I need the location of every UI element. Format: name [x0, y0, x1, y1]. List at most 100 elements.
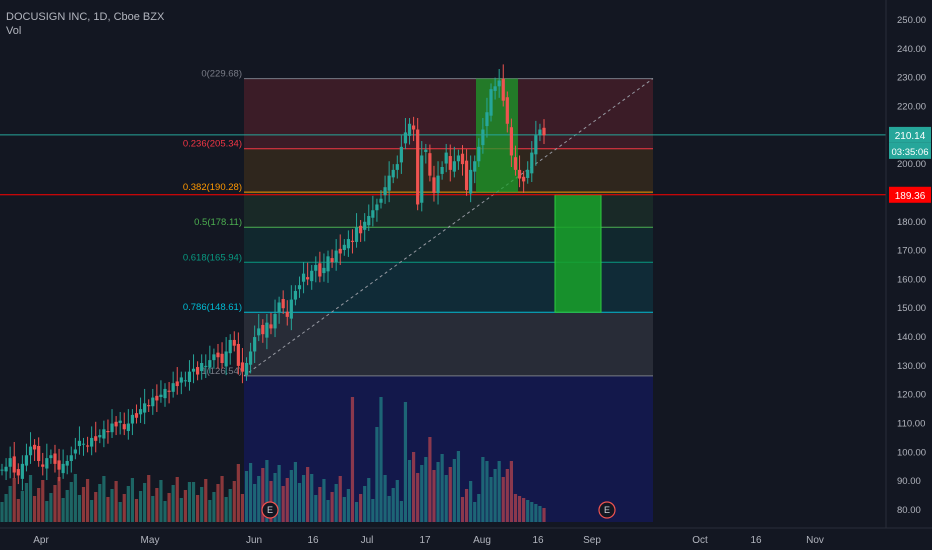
- candle-body[interactable]: [444, 152, 448, 164]
- candle-body[interactable]: [383, 187, 387, 196]
- candle-body[interactable]: [244, 363, 249, 376]
- candle-body[interactable]: [411, 125, 416, 130]
- candle-body[interactable]: [20, 463, 24, 479]
- candle-body[interactable]: [314, 265, 318, 271]
- candle-body[interactable]: [489, 89, 493, 116]
- candle-body[interactable]: [167, 390, 171, 392]
- candle-body[interactable]: [0, 469, 4, 471]
- earnings-marker[interactable]: [261, 501, 279, 519]
- candle-body[interactable]: [45, 458, 49, 469]
- candle-body[interactable]: [147, 405, 151, 407]
- candle-body[interactable]: [94, 436, 98, 441]
- candle-body[interactable]: [542, 127, 546, 136]
- candle-body[interactable]: [509, 127, 513, 156]
- candle-body[interactable]: [285, 311, 289, 317]
- candle-body[interactable]: [196, 367, 200, 375]
- candle-body[interactable]: [224, 351, 228, 367]
- candle-body[interactable]: [289, 299, 293, 319]
- candle-body[interactable]: [248, 351, 253, 365]
- candle-body[interactable]: [301, 273, 306, 282]
- candle-body[interactable]: [212, 354, 216, 361]
- candle-body[interactable]: [265, 322, 269, 338]
- candle-body[interactable]: [49, 455, 53, 459]
- candle-body[interactable]: [342, 244, 346, 251]
- candle-body[interactable]: [24, 455, 29, 466]
- candle-body[interactable]: [452, 161, 456, 172]
- candle-body[interactable]: [403, 132, 408, 144]
- candle-body[interactable]: [350, 240, 355, 242]
- candle-body[interactable]: [281, 299, 285, 309]
- candle-body[interactable]: [469, 169, 473, 194]
- candle-body[interactable]: [81, 443, 86, 445]
- candle-body[interactable]: [191, 368, 196, 372]
- candle-body[interactable]: [318, 263, 322, 277]
- candle-body[interactable]: [118, 420, 122, 423]
- earnings-marker[interactable]: [598, 501, 616, 519]
- candle-body[interactable]: [187, 371, 192, 383]
- candle-body[interactable]: [432, 177, 436, 193]
- candle-body[interactable]: [310, 270, 314, 282]
- candle-body[interactable]: [41, 464, 45, 467]
- candle-body[interactable]: [306, 277, 310, 280]
- candle-body[interactable]: [399, 146, 403, 163]
- candle-body[interactable]: [69, 455, 73, 461]
- candle-body[interactable]: [338, 248, 342, 254]
- candle-body[interactable]: [155, 395, 159, 401]
- candle-body[interactable]: [53, 453, 57, 464]
- candle-body[interactable]: [526, 169, 530, 178]
- candle-body[interactable]: [257, 328, 261, 336]
- candle-body[interactable]: [538, 129, 542, 136]
- candle-body[interactable]: [57, 460, 61, 470]
- candle-body[interactable]: [273, 314, 277, 329]
- candle-body[interactable]: [228, 339, 232, 354]
- candle-body[interactable]: [334, 250, 338, 263]
- candle-body[interactable]: [505, 97, 509, 124]
- candle-body[interactable]: [208, 360, 212, 368]
- candle-body[interactable]: [77, 440, 82, 447]
- candle-body[interactable]: [436, 175, 440, 193]
- candle-body[interactable]: [424, 149, 428, 153]
- candle-body[interactable]: [428, 153, 432, 176]
- candle-body[interactable]: [8, 458, 12, 467]
- candle-body[interactable]: [326, 256, 330, 272]
- candle-body[interactable]: [330, 258, 334, 263]
- candle-body[interactable]: [16, 469, 20, 476]
- candle-body[interactable]: [269, 324, 273, 329]
- candle-body[interactable]: [236, 343, 240, 366]
- candle-body[interactable]: [407, 123, 412, 136]
- candle-body[interactable]: [73, 449, 77, 454]
- candle-body[interactable]: [517, 169, 522, 179]
- symbol-title[interactable]: DOCUSIGN INC, 1D, Cboe BZX: [6, 11, 165, 23]
- candle-body[interactable]: [163, 388, 167, 399]
- candle-body[interactable]: [367, 216, 371, 226]
- candle-body[interactable]: [420, 155, 424, 203]
- candle-body[interactable]: [102, 429, 106, 439]
- candle-body[interactable]: [98, 435, 102, 438]
- candle-body[interactable]: [183, 380, 187, 382]
- candle-body[interactable]: [159, 394, 163, 398]
- candle-body[interactable]: [387, 175, 391, 191]
- candle-body[interactable]: [497, 80, 501, 87]
- candle-body[interactable]: [122, 424, 126, 430]
- candle-body[interactable]: [371, 210, 375, 218]
- candle-body[interactable]: [179, 377, 183, 383]
- candle-body[interactable]: [114, 421, 118, 427]
- candle-body[interactable]: [200, 363, 204, 372]
- candle-body[interactable]: [106, 431, 110, 433]
- candle-body[interactable]: [232, 339, 236, 346]
- candle-body[interactable]: [473, 161, 477, 172]
- candle-body[interactable]: [277, 302, 281, 313]
- candle-body[interactable]: [448, 156, 452, 170]
- candle-body[interactable]: [395, 164, 399, 170]
- candle-body[interactable]: [493, 86, 497, 91]
- candle-body[interactable]: [293, 290, 298, 300]
- candle-body[interactable]: [460, 153, 465, 165]
- candle-body[interactable]: [501, 78, 505, 101]
- candle-body[interactable]: [522, 176, 526, 182]
- candle-body[interactable]: [481, 129, 485, 146]
- candle-body[interactable]: [485, 112, 489, 127]
- candle-body[interactable]: [90, 437, 94, 447]
- candle-body[interactable]: [61, 463, 65, 474]
- candle-body[interactable]: [261, 324, 265, 335]
